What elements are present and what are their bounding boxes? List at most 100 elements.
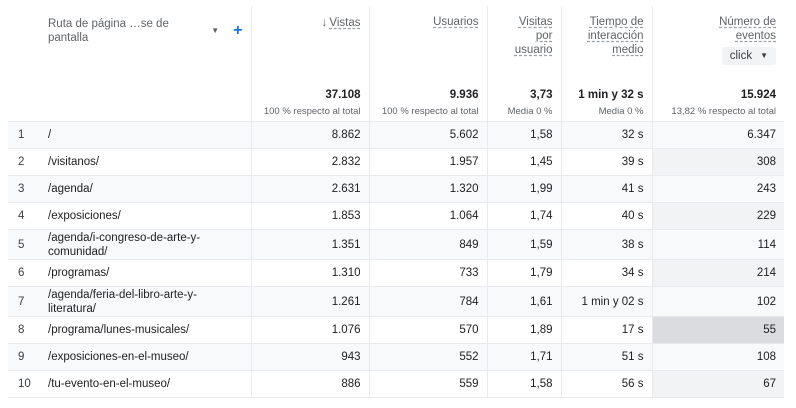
- engagement-cell: 1 min y 02 s: [560, 286, 652, 317]
- views-per-user-cell: 1,61: [486, 286, 561, 317]
- views-cell: 1.853: [250, 202, 369, 230]
- users-header-label: Usuarios: [433, 16, 479, 28]
- views-cell: 943: [250, 343, 369, 371]
- engagement-cell: 38 s: [560, 229, 652, 260]
- events-cell: 102: [651, 286, 784, 317]
- page-path: /exposiciones/: [40, 202, 251, 230]
- engagement-cell: 56 s: [560, 370, 652, 398]
- views-per-user-cell: 1,45: [486, 148, 561, 176]
- total-users-sub: 100 % respecto al total: [381, 106, 479, 117]
- page-path: /: [40, 121, 251, 149]
- row-index: 7: [8, 286, 40, 317]
- views-per-user-cell: 1,59: [486, 229, 561, 260]
- total-engagement-value: 1 min y 32 s: [578, 89, 644, 101]
- views-header[interactable]: ↓ Vistas: [250, 6, 369, 85]
- users-cell: 1.064: [368, 202, 487, 230]
- events-label-1: Número de: [719, 16, 776, 28]
- table-row[interactable]: 7 /agenda/feria-del-libro-arte-y-literat…: [8, 286, 784, 317]
- table-row[interactable]: 5 /agenda/i-congreso-de-arte-y-comunidad…: [8, 229, 784, 260]
- engagement-label-3: medio: [612, 44, 644, 56]
- users-cell: 1.957: [368, 148, 487, 176]
- event-filter-dropdown[interactable]: click ▼: [721, 47, 776, 65]
- total-engagement-sub: Media 0 %: [598, 106, 644, 117]
- total-users: 9.936 100 % respecto al total: [368, 85, 487, 122]
- total-views-per-user: 3,73 Media 0 %: [486, 85, 561, 122]
- views-header-label: Vistas: [329, 17, 361, 29]
- users-cell: 1.320: [368, 175, 487, 203]
- events-cell: 55: [651, 316, 784, 344]
- users-header[interactable]: Usuarios: [368, 6, 487, 85]
- events-cell: 229: [651, 202, 784, 230]
- users-cell: 733: [368, 259, 487, 287]
- table-row[interactable]: 1 / 8.862 5.602 1,58 32 s 6.347: [8, 121, 784, 149]
- engagement-cell: 32 s: [560, 121, 652, 149]
- users-cell: 5.602: [368, 121, 487, 149]
- row-index: 9: [8, 343, 40, 371]
- row-index: 6: [8, 259, 40, 287]
- table-row[interactable]: 6 /programas/ 1.310 733 1,79 34 s 214: [8, 259, 784, 287]
- page-path: /agenda/i-congreso-de-arte-y-comunidad/: [40, 229, 251, 260]
- total-vpu-sub: Media 0 %: [507, 106, 553, 117]
- views-per-user-cell: 1,79: [486, 259, 561, 287]
- add-dimension-icon[interactable]: +: [233, 22, 243, 39]
- total-views-value: 37.108: [325, 89, 361, 101]
- users-cell: 784: [368, 286, 487, 317]
- total-engagement: 1 min y 32 s Media 0 %: [560, 85, 652, 122]
- engagement-time-header[interactable]: Tiempo de interacción medio: [560, 6, 652, 85]
- table-row[interactable]: 9 /exposiciones-en-el-museo/ 943 552 1,7…: [8, 343, 784, 371]
- events-cell: 6.347: [651, 121, 784, 149]
- events-cell: 67: [651, 370, 784, 398]
- views-per-user-header[interactable]: Visitas por usuario: [486, 6, 561, 85]
- event-filter-value: click: [729, 50, 753, 62]
- sort-descending-icon: ↓: [321, 15, 328, 29]
- events-cell: 308: [651, 148, 784, 176]
- views-cell: 2.631: [250, 175, 369, 203]
- row-index: 8: [8, 316, 40, 344]
- engagement-label-2: interacción: [587, 30, 644, 42]
- views-per-user-cell: 1,58: [486, 370, 561, 398]
- engagement-cell: 51 s: [560, 343, 652, 371]
- events-header[interactable]: Número de eventos click ▼: [651, 6, 784, 85]
- dimension-label: Ruta de página …se de pantalla: [48, 18, 169, 44]
- total-events: 15.924 13,82 % respecto al total: [651, 85, 784, 122]
- chevron-down-icon: ▼: [211, 26, 220, 35]
- page-path: /agenda/feria-del-libro-arte-y-literatur…: [40, 286, 251, 317]
- views-cell: 2.832: [250, 148, 369, 176]
- users-cell: 570: [368, 316, 487, 344]
- users-cell: 559: [368, 370, 487, 398]
- total-users-value: 9.936: [449, 89, 479, 101]
- page-path: /agenda/: [40, 175, 251, 203]
- table-row[interactable]: 3 /agenda/ 2.631 1.320 1,99 41 s 243: [8, 175, 784, 203]
- views-per-user-cell: 1,99: [486, 175, 561, 203]
- views-cell: 1.351: [250, 229, 369, 260]
- views-per-user-cell: 1,89: [486, 316, 561, 344]
- views-per-user-cell: 1,74: [486, 202, 561, 230]
- views-cell: 886: [250, 370, 369, 398]
- table-row[interactable]: 8 /programa/lunes-musicales/ 1.076 570 1…: [8, 316, 784, 344]
- row-index: 10: [8, 370, 40, 398]
- views-cell: 1.076: [250, 316, 369, 344]
- views-per-user-cell: 1,71: [486, 343, 561, 371]
- row-index: 1: [8, 121, 40, 149]
- engagement-cell: 40 s: [560, 202, 652, 230]
- total-vpu-value: 3,73: [530, 89, 553, 101]
- page-path: /exposiciones-en-el-museo/: [40, 343, 251, 371]
- users-cell: 849: [368, 229, 487, 260]
- index-header: [8, 6, 40, 85]
- total-views-sub: 100 % respecto al total: [263, 106, 361, 117]
- totals-index: [8, 85, 40, 122]
- views-cell: 8.862: [250, 121, 369, 149]
- page-path: /programa/lunes-musicales/: [40, 316, 251, 344]
- table-row[interactable]: 4 /exposiciones/ 1.853 1.064 1,74 40 s 2…: [8, 202, 784, 230]
- table-row[interactable]: 2 /visitanos/ 2.832 1.957 1,45 39 s 308: [8, 148, 784, 176]
- table-row[interactable]: 10 /tu-evento-en-el-museo/ 886 559 1,58 …: [8, 370, 784, 398]
- views-per-user-cell: 1,58: [486, 121, 561, 149]
- row-index: 4: [8, 202, 40, 230]
- engagement-cell: 41 s: [560, 175, 652, 203]
- events-cell: 114: [651, 229, 784, 260]
- users-cell: 552: [368, 343, 487, 371]
- views-cell: 1.261: [250, 286, 369, 317]
- events-cell: 243: [651, 175, 784, 203]
- dimension-selector[interactable]: Ruta de página …se de pantalla ▼: [48, 17, 219, 45]
- dimension-header: Ruta de página …se de pantalla ▼ +: [40, 6, 251, 85]
